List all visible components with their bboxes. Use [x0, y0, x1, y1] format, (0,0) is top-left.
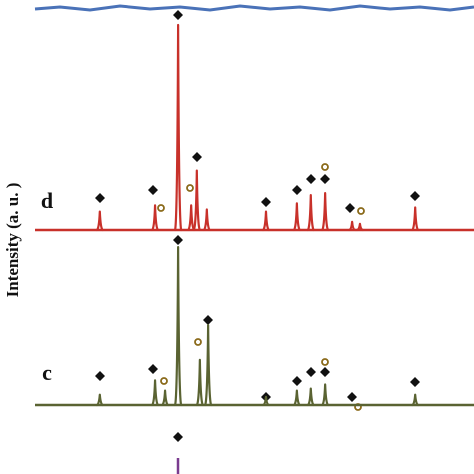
peak	[151, 204, 159, 232]
peak	[262, 395, 270, 407]
peak	[195, 358, 205, 407]
peak	[96, 393, 104, 407]
peak	[293, 389, 301, 407]
diamond-marker	[173, 432, 183, 442]
peak	[192, 169, 202, 232]
peak	[173, 246, 183, 407]
peak	[321, 383, 329, 407]
peak	[307, 387, 315, 407]
y-axis-label: Intensity (a. u. )	[3, 183, 22, 298]
peak	[203, 208, 211, 232]
peak	[356, 222, 364, 232]
peak	[306, 194, 316, 232]
peak	[293, 202, 301, 232]
series-label: d	[41, 188, 53, 213]
phase-markers	[95, 10, 420, 411]
series-label: c	[42, 360, 52, 385]
peak	[348, 220, 356, 232]
peak	[151, 379, 159, 407]
peak	[203, 323, 213, 407]
top-trace	[34, 4, 474, 12]
peak	[320, 192, 330, 232]
peak	[173, 23, 183, 232]
peak	[96, 210, 104, 232]
peak	[187, 204, 195, 232]
peak	[411, 393, 419, 407]
peak	[411, 206, 419, 232]
peak	[262, 210, 270, 232]
peak	[161, 389, 169, 407]
